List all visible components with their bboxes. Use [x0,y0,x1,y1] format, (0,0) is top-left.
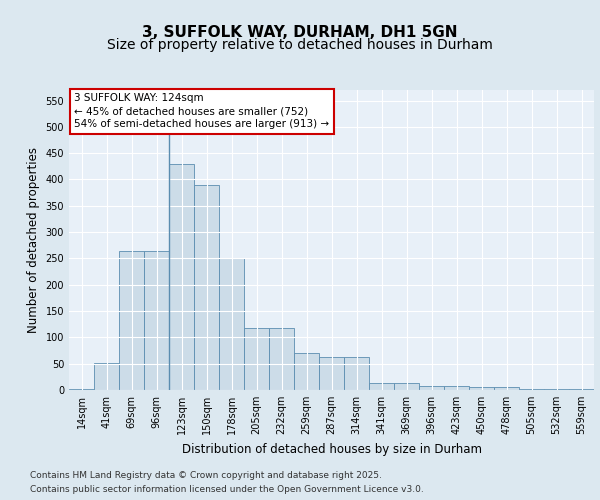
Bar [269,328,294,390]
Bar [369,383,394,390]
Bar [194,184,219,390]
Bar [244,328,269,390]
Bar [144,250,169,390]
Bar [319,358,344,390]
Bar [519,389,544,390]
Bar [344,358,369,390]
Text: Contains public sector information licensed under the Open Government Licence v3: Contains public sector information licen… [30,484,424,494]
Bar [469,387,494,390]
Bar [394,383,419,390]
Bar [419,386,444,390]
Bar [569,389,594,390]
Y-axis label: Number of detached properties: Number of detached properties [27,147,40,333]
Text: Contains HM Land Registry data © Crown copyright and database right 2025.: Contains HM Land Registry data © Crown c… [30,472,382,480]
Text: 3 SUFFOLK WAY: 124sqm
← 45% of detached houses are smaller (752)
54% of semi-det: 3 SUFFOLK WAY: 124sqm ← 45% of detached … [74,93,329,130]
Bar [94,363,119,390]
X-axis label: Distribution of detached houses by size in Durham: Distribution of detached houses by size … [182,442,482,456]
Bar [444,386,469,390]
Text: 3, SUFFOLK WAY, DURHAM, DH1 5GN: 3, SUFFOLK WAY, DURHAM, DH1 5GN [142,25,458,40]
Bar [294,353,319,390]
Bar [169,164,194,390]
Bar [119,250,144,390]
Text: Size of property relative to detached houses in Durham: Size of property relative to detached ho… [107,38,493,52]
Bar [69,389,94,390]
Bar [219,258,244,390]
Bar [494,388,519,390]
